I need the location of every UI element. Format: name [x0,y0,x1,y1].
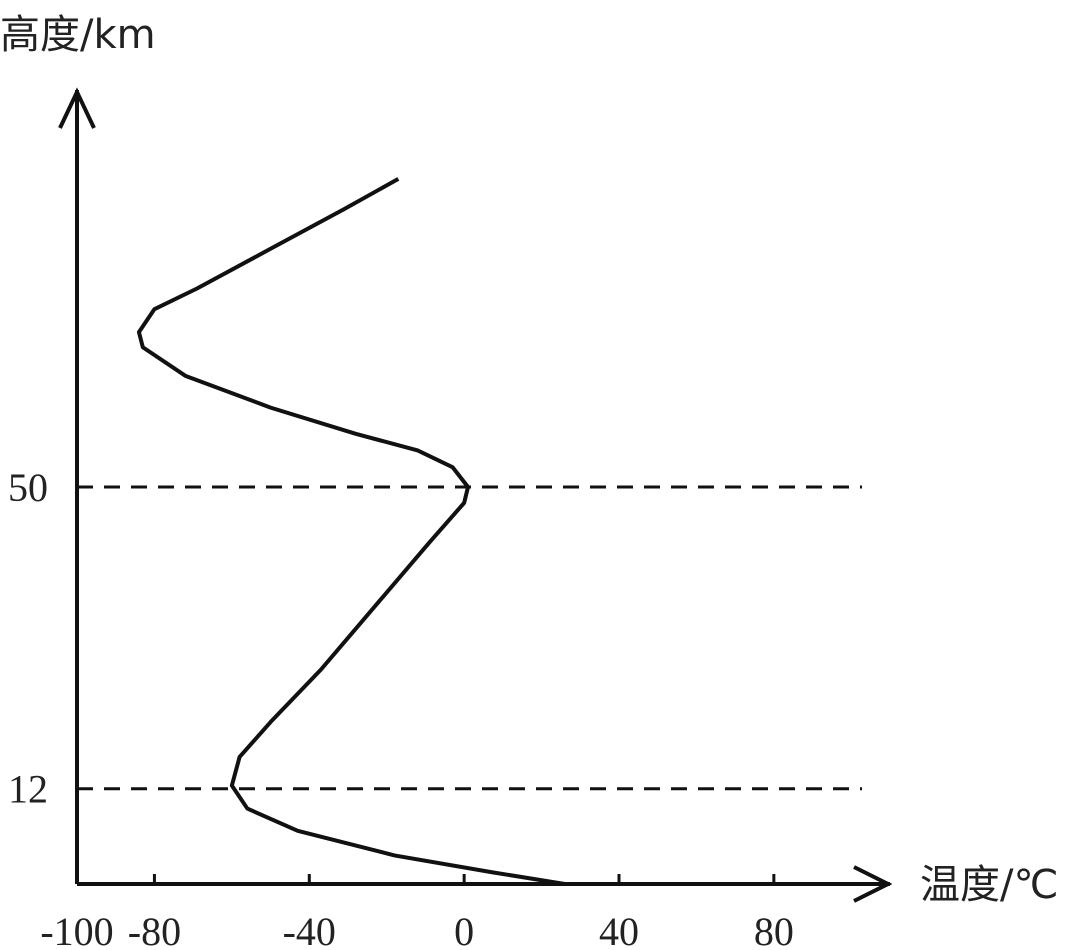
y-tick-label: 50 [8,465,48,510]
x-tick-label: 80 [754,909,794,950]
y-tick-label: 12 [8,767,48,812]
temperature-curve [136,177,566,886]
x-axis-arrow [853,865,893,903]
x-tick-label: -100 [40,909,113,950]
x-tick-label: 40 [599,909,639,950]
y-axis-arrow [58,87,96,129]
x-tick-label: 0 [454,909,474,950]
x-tick-label: -40 [283,909,336,950]
x-tick-label: -80 [128,909,181,950]
x-axis-label: 温度/℃ [920,862,1058,908]
y-axis-label: 高度/km [0,12,156,58]
